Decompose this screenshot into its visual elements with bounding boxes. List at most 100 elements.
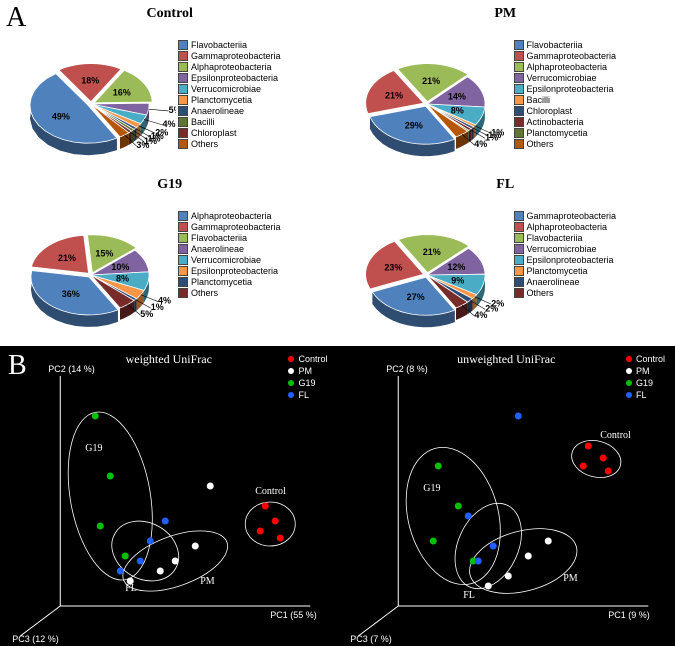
svg-text:PM: PM <box>200 576 215 587</box>
legend-item: Verrucomicrobiae <box>514 73 617 83</box>
legend-label: Planctomycetia <box>191 95 252 105</box>
legend-swatch <box>178 128 188 138</box>
legend-label: Planctomycetia <box>527 128 588 138</box>
pie-chart-control: Control49%18%16%5%4%2%1%1%1%3%Flavobacte… <box>6 6 334 169</box>
legend-item: Bacilli <box>514 95 617 105</box>
svg-text:4%: 4% <box>474 139 487 149</box>
svg-text:G19: G19 <box>423 483 440 494</box>
legend-dot <box>288 356 294 362</box>
pie-svg: 49%18%16%5%4%2%1%1%1%3% <box>6 24 176 169</box>
pie-svg: 36%21%15%10%8%4%1%5% <box>6 195 176 340</box>
legend-label: Others <box>191 288 218 298</box>
legend-label: Actinobacteria <box>527 117 584 127</box>
legend-swatch <box>514 288 524 298</box>
legend-label: Gammaproteobacteria <box>191 51 281 61</box>
legend-label: Chloroplast <box>527 106 573 116</box>
legend-label: Control <box>298 354 327 364</box>
legend-label: Others <box>527 288 554 298</box>
svg-text:49%: 49% <box>52 111 70 121</box>
pcoa-plot: unweighted UniFracControlPMG19FLPC1 (9 %… <box>338 346 675 646</box>
legend-swatch <box>178 266 188 276</box>
svg-text:PC3 (7 %): PC3 (7 %) <box>350 634 392 644</box>
legend-item: Gammaproteobacteria <box>514 51 617 61</box>
legend-label: G19 <box>636 378 653 388</box>
svg-text:14%: 14% <box>447 92 465 102</box>
legend-label: Flavobacteriia <box>527 233 583 243</box>
legend-label: Chloroplast <box>191 128 237 138</box>
legend-swatch <box>514 40 524 50</box>
svg-text:5%: 5% <box>140 309 153 319</box>
legend-label: Alphaproteobacteria <box>527 222 608 232</box>
legend-swatch <box>514 266 524 276</box>
legend-label: Anaerolineae <box>191 244 244 254</box>
legend-item: Others <box>178 139 281 149</box>
legend-label: Anaerolineae <box>527 277 580 287</box>
legend-swatch <box>178 222 188 232</box>
svg-text:G19: G19 <box>85 443 102 454</box>
panel-a: A Control49%18%16%5%4%2%1%1%1%3%Flavobac… <box>0 0 675 346</box>
legend-label: Gammaproteobacteria <box>527 51 617 61</box>
panel-b: B weighted UniFracControlPMG19FLPC1 (55 … <box>0 346 675 646</box>
legend-swatch <box>178 244 188 254</box>
svg-text:10%: 10% <box>111 262 129 272</box>
legend-dot <box>626 392 632 398</box>
legend-swatch <box>514 244 524 254</box>
svg-text:27%: 27% <box>406 292 424 302</box>
legend-item: Planctomycetia <box>514 128 617 138</box>
legend-label: PM <box>298 366 312 376</box>
legend-swatch <box>514 211 524 221</box>
svg-text:29%: 29% <box>404 121 422 131</box>
legend-item: Planctomycetia <box>178 95 281 105</box>
legend-swatch <box>514 51 524 61</box>
legend: GammaproteobacteriaAlphaproteobacteriaFl… <box>514 211 617 298</box>
svg-text:Control: Control <box>255 486 286 497</box>
legend-swatch <box>178 288 188 298</box>
legend-label: Verrucomicrobiae <box>527 244 597 254</box>
svg-text:21%: 21% <box>384 90 402 100</box>
legend-label: FL <box>636 390 647 400</box>
legend: FlavobacteriiaGammaproteobacteriaAlphapr… <box>178 40 281 149</box>
legend-swatch <box>514 95 524 105</box>
legend-label: Planctomycetia <box>527 266 588 276</box>
legend-label: Planctomycetia <box>191 277 252 287</box>
legend: FlavobacteriiaGammaproteobacteriaAlphapr… <box>514 40 617 149</box>
svg-text:3%: 3% <box>136 140 149 150</box>
legend-item: Others <box>514 139 617 149</box>
legend-label: Control <box>636 354 665 364</box>
legend-swatch <box>514 222 524 232</box>
legend-swatch <box>514 62 524 72</box>
svg-text:12%: 12% <box>447 262 465 272</box>
legend-dot <box>288 368 294 374</box>
pie-chart-g19: G1936%21%15%10%8%4%1%5%Alphaproteobacter… <box>6 177 334 340</box>
legend-item: Epsilonproteobacteria <box>514 255 617 265</box>
svg-text:8%: 8% <box>116 273 129 283</box>
legend-label: Gammaproteobacteria <box>527 211 617 221</box>
svg-text:FL: FL <box>463 590 475 601</box>
svg-text:5%: 5% <box>169 105 176 115</box>
legend-label: Alphaproteobacteria <box>527 62 608 72</box>
svg-text:4%: 4% <box>474 310 487 320</box>
svg-text:21%: 21% <box>58 253 76 263</box>
svg-text:15%: 15% <box>95 248 113 258</box>
svg-text:FL: FL <box>125 583 137 594</box>
legend-label: Bacilli <box>527 95 551 105</box>
legend-item: Chloroplast <box>514 106 617 116</box>
svg-text:9%: 9% <box>451 275 464 285</box>
legend-swatch <box>514 255 524 265</box>
chart-title: G19 <box>6 177 334 193</box>
legend-label: Flavobacteriia <box>191 233 247 243</box>
svg-text:36%: 36% <box>62 289 80 299</box>
legend-item: Flavobacteriia <box>514 233 617 243</box>
legend-item: Alphaproteobacteria <box>514 222 617 232</box>
pie-svg: 29%21%21%14%8%1%1%1%4% <box>342 24 512 169</box>
legend-swatch <box>178 84 188 94</box>
legend-swatch <box>178 233 188 243</box>
legend-dot <box>288 392 294 398</box>
svg-text:21%: 21% <box>422 76 440 86</box>
legend-dot <box>626 368 632 374</box>
legend-label: Gammaproteobacteria <box>191 222 281 232</box>
legend-label: Others <box>191 139 218 149</box>
legend-item: Flavobacteriia <box>178 233 281 243</box>
legend-item: Alphaproteobacteria <box>514 62 617 72</box>
legend-label: Epsilonproteobacteria <box>527 255 614 265</box>
